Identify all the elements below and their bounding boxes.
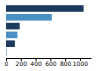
x-axis: 0 2004006008001000 <box>5 58 92 67</box>
bar <box>6 23 20 30</box>
x-tick-label: 0 <box>5 60 9 67</box>
x-tick-label: 1000 <box>73 60 88 67</box>
x-tick-label: 600 <box>45 60 57 67</box>
chart: 0 2004006008001000 <box>0 0 100 71</box>
bars <box>6 5 84 56</box>
x-tick: 1000 <box>73 58 88 67</box>
bar <box>6 40 15 47</box>
x-tick-label: 200 <box>16 60 28 67</box>
plot: 0 2004006008001000 <box>5 5 92 67</box>
x-tick: 600 <box>45 58 57 67</box>
x-tick-label: 400 <box>30 60 42 67</box>
x-axis-line <box>7 58 92 59</box>
bar <box>6 5 84 12</box>
bar <box>6 14 52 21</box>
bar <box>6 49 7 56</box>
bar <box>6 32 17 39</box>
x-tick: 400 <box>30 58 42 67</box>
x-tick: 800 <box>60 58 72 67</box>
x-tick: 200 <box>16 58 28 67</box>
x-tick-label: 800 <box>60 60 72 67</box>
x-tick: 0 <box>5 58 9 67</box>
